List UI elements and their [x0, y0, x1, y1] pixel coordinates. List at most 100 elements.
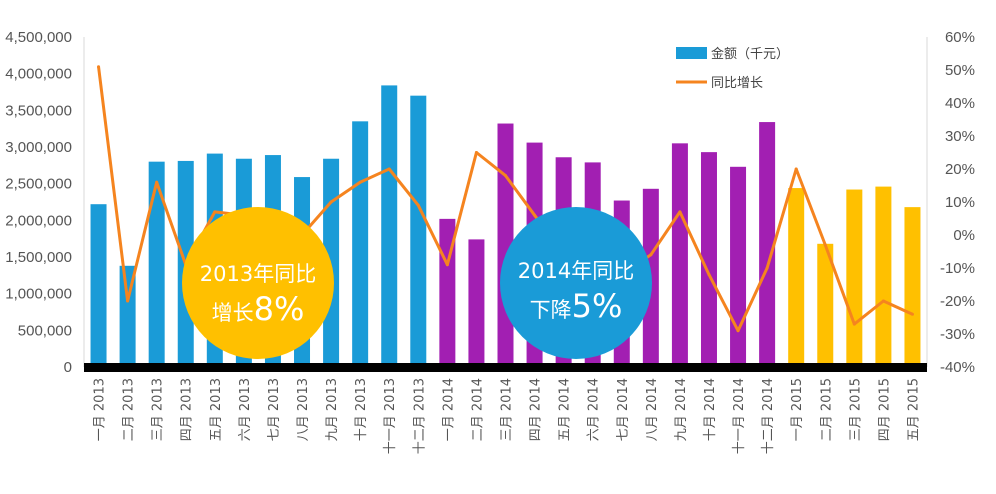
x-tick-label: 一月 2013 — [93, 378, 108, 441]
x-tick-label: 一月 2014 — [441, 378, 456, 441]
x-tick-label: 二月 2014 — [470, 378, 485, 441]
bar — [759, 122, 776, 367]
bar — [352, 121, 369, 367]
x-tick-label: 三月 2014 — [500, 378, 515, 441]
x-tick-label: 四月 2013 — [180, 378, 195, 441]
x-tick-label: 五月 2013 — [209, 378, 224, 441]
bar — [904, 207, 921, 367]
x-tick-label: 二月 2015 — [819, 378, 834, 441]
line-point — [852, 322, 856, 326]
left-y-axis: 0 500,000 1,000,000 1,500,000 2,000,000 2,500… — [5, 29, 85, 376]
bar — [730, 166, 747, 367]
x-tick-label: 二月 2013 — [122, 378, 137, 441]
x-tick-label: 五月 2014 — [558, 378, 573, 441]
x-tick-label: 十月 2013 — [354, 378, 369, 441]
annotation-2013: 2013年同比 增长8% — [182, 207, 334, 359]
left-tick-label: 1,500,000 — [5, 249, 72, 266]
right-y-axis: -40% -30% -20% -10% 0% 10% 20% 30% 40% 50% 60% — [926, 29, 975, 376]
x-tick-label: 十二月 2014 — [761, 378, 776, 454]
right-tick-label: 50% — [945, 62, 975, 79]
line-point — [126, 299, 130, 303]
left-tick-label: 4,500,000 — [5, 29, 72, 46]
x-tick-label: 十一月 2014 — [732, 378, 747, 454]
right-tick-label: 0% — [953, 227, 975, 244]
left-tick-label: 3,000,000 — [5, 139, 72, 156]
line-point — [329, 200, 333, 204]
x-tick-label: 十一月 2013 — [383, 378, 398, 454]
line-point — [794, 167, 798, 171]
bar — [90, 204, 107, 367]
left-tick-label: 500,000 — [18, 322, 72, 339]
x-axis-ticks: 一月 2013 二月 2013 三月 2013 四月 2013 五月 2013 六月 20… — [93, 378, 922, 454]
line-point — [445, 263, 449, 267]
right-tick-label: 30% — [945, 128, 975, 145]
bar — [817, 243, 834, 367]
left-tick-label: 3,500,000 — [5, 102, 72, 119]
x-tick-label: 五月 2015 — [906, 378, 921, 441]
right-tick-label: -40% — [940, 359, 975, 376]
x-tick-label: 九月 2014 — [674, 378, 689, 441]
bar — [148, 161, 165, 367]
right-tick-label: 60% — [945, 29, 975, 46]
x-tick-label: 七月 2013 — [267, 378, 282, 441]
x-tick-label: 三月 2015 — [848, 378, 863, 441]
bar — [700, 152, 717, 367]
legend-line-label: 同比增长 — [711, 76, 763, 91]
line-point — [155, 180, 159, 184]
line-point — [765, 266, 769, 270]
x-tick-label: 六月 2013 — [238, 378, 253, 441]
bar — [875, 186, 892, 367]
bar — [788, 188, 805, 367]
annotation-2014-line1: 2014年同比 — [518, 259, 634, 283]
line-point — [823, 243, 827, 247]
x-tick-label: 一月 2015 — [790, 378, 805, 441]
x-tick-label: 十二月 2013 — [412, 378, 427, 454]
line-point — [736, 329, 740, 333]
left-tick-label: 1,000,000 — [5, 286, 72, 303]
left-tick-label: 2,000,000 — [5, 212, 72, 229]
annotation-2014-circle — [500, 207, 652, 359]
x-tick-label: 十月 2014 — [703, 378, 718, 441]
bar — [410, 95, 427, 368]
x-tick-label: 八月 2013 — [296, 378, 311, 441]
annotation-2013-circle — [182, 207, 334, 359]
bar — [381, 85, 398, 368]
annotation-2014-prefix: 下降 — [530, 298, 572, 322]
line-point — [649, 253, 653, 257]
right-tick-label: -30% — [940, 326, 975, 343]
line-point — [97, 65, 101, 69]
line-point — [416, 203, 420, 207]
x-tick-label: 七月 2014 — [616, 378, 631, 441]
right-tick-label: -20% — [940, 293, 975, 310]
line-point — [474, 151, 478, 154]
annotation-2014-line2: 下降5% — [530, 287, 623, 325]
annotation-2014-value: 5% — [572, 287, 623, 325]
annotation-2013-line1: 2013年同比 — [200, 262, 316, 286]
line-point — [213, 210, 217, 214]
x-tick-label: 八月 2014 — [645, 378, 660, 441]
x-tick-label: 三月 2013 — [151, 378, 166, 441]
line-point — [533, 213, 537, 217]
x-tick-label: 六月 2014 — [587, 378, 602, 441]
line-point — [387, 167, 391, 171]
bar — [671, 143, 688, 367]
x-axis-baseline — [84, 363, 927, 372]
left-tick-label: 4,000,000 — [5, 66, 72, 83]
x-tick-label: 四月 2015 — [877, 378, 892, 441]
line-point — [358, 180, 362, 184]
line-point — [504, 174, 507, 178]
right-tick-label: -10% — [940, 260, 975, 277]
right-tick-label: 20% — [945, 161, 975, 178]
line-point — [910, 312, 914, 316]
left-tick-label: 0 — [64, 359, 72, 376]
bar — [468, 239, 485, 367]
line-point — [678, 210, 682, 214]
legend: 金额（千元） 同比增长 — [676, 46, 789, 91]
line-point — [881, 299, 885, 303]
legend-bar-label: 金额（千元） — [711, 46, 789, 62]
legend-bar-swatch — [676, 47, 707, 59]
bar — [119, 265, 136, 367]
annotation-2013-prefix: 增长 — [212, 301, 254, 325]
annotation-2013-value: 8% — [254, 290, 305, 328]
